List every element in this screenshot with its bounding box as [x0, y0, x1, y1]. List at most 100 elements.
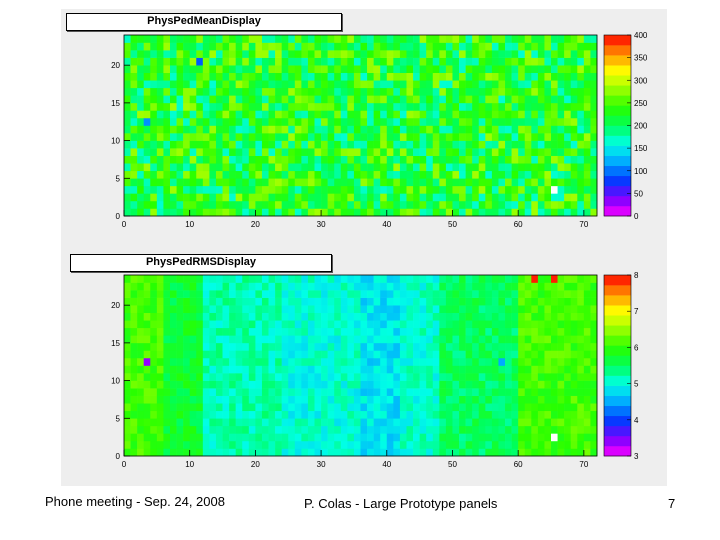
heatmap-cell: [281, 440, 289, 449]
heatmap-cell: [321, 327, 328, 336]
heatmap-cell: [248, 87, 256, 96]
heatmap-cell: [209, 373, 217, 381]
heatmap-cell: [268, 373, 276, 381]
heatmap-cell: [215, 433, 223, 442]
heatmap-cell: [189, 425, 197, 434]
heatmap-cell: [459, 365, 466, 374]
heatmap-cell: [124, 50, 131, 58]
heatmap-cell: [307, 50, 315, 58]
heatmap-cell: [353, 208, 361, 217]
heatmap-cell: [577, 110, 585, 119]
heatmap-cell: [426, 312, 434, 321]
heatmap-cell: [275, 350, 282, 359]
heatmap-cell: [393, 275, 401, 283]
heatmap-cell: [367, 373, 374, 381]
heatmap-cell: [130, 440, 138, 449]
heatmap-cell: [577, 65, 585, 74]
heatmap-cell: [367, 95, 374, 104]
heatmap-cell: [261, 335, 269, 344]
heatmap-cell: [235, 357, 243, 366]
heatmap-cell: [189, 148, 197, 156]
heatmap-cell: [557, 193, 565, 202]
heatmap-cell: [426, 42, 434, 51]
heatmap-cell: [183, 102, 190, 111]
heatmap-cell: [209, 357, 217, 366]
heatmap-cell: [406, 373, 414, 381]
heatmap-cell: [564, 403, 572, 412]
heatmap-cell: [169, 395, 177, 404]
heatmap-cell: [564, 117, 572, 126]
heatmap-cell: [518, 193, 526, 202]
heatmap-cell: [143, 320, 151, 329]
heatmap-cell: [143, 133, 151, 141]
heatmap-cell: [445, 35, 453, 43]
heatmap-cell: [288, 395, 296, 404]
heatmap-cell: [445, 125, 453, 134]
heatmap-cell: [235, 418, 243, 427]
heatmap-cell: [426, 200, 434, 209]
heatmap-cell: [551, 275, 558, 283]
heatmap-cell: [248, 65, 256, 74]
heatmap-cell: [150, 350, 158, 359]
heatmap-cell: [439, 410, 447, 419]
heatmap-cell: [472, 148, 480, 156]
heatmap-cell: [426, 350, 434, 359]
heatmap-cell: [196, 133, 204, 141]
heatmap-cell: [577, 102, 585, 111]
heatmap-cell: [393, 282, 401, 291]
heatmap-cell: [215, 50, 223, 58]
heatmap-cell: [537, 155, 545, 164]
heatmap-cell: [478, 403, 486, 412]
heatmap-cell: [399, 380, 407, 389]
heatmap-cell: [268, 178, 276, 187]
heatmap-cell: [196, 388, 204, 396]
heatmap-cell: [314, 297, 322, 306]
heatmap-cell: [130, 290, 138, 298]
heatmap-cell: [564, 110, 572, 119]
heatmap-cell: [222, 193, 230, 202]
heatmap-cell: [445, 410, 453, 419]
heatmap-cell: [426, 380, 434, 389]
heatmap-cell: [196, 178, 204, 187]
heatmap-cell: [498, 117, 506, 126]
heatmap-cell: [399, 125, 407, 134]
heatmap-cell: [248, 42, 256, 51]
heatmap-cell: [537, 290, 545, 298]
heatmap-cell: [577, 148, 585, 156]
heatmap-cell: [156, 327, 164, 336]
heatmap-cell: [183, 297, 190, 306]
heatmap-cell: [156, 312, 164, 321]
heatmap-cell: [360, 425, 368, 434]
heatmap-cell: [353, 448, 361, 457]
heatmap-cell: [445, 290, 453, 298]
heatmap-cell: [551, 305, 558, 314]
heatmap-cell: [242, 403, 250, 412]
heatmap-cell: [321, 312, 328, 321]
heatmap-cell: [380, 388, 388, 396]
heatmap-cell: [439, 448, 447, 457]
heatmap-cell: [321, 193, 328, 202]
heatmap-cell: [268, 297, 276, 306]
heatmap-cell: [432, 65, 440, 74]
heatmap-cell: [452, 448, 460, 457]
heatmap-cell: [406, 440, 414, 449]
heatmap-cell: [505, 290, 512, 298]
heatmap-cell: [176, 42, 184, 51]
heatmap-cell: [426, 320, 434, 329]
heatmap-cell: [268, 35, 276, 43]
heatmap-cell: [288, 410, 296, 419]
heatmap-cell: [163, 425, 171, 434]
heatmap-cell: [491, 275, 499, 283]
heatmap-cell: [196, 403, 204, 412]
heatmap-cell: [472, 418, 480, 427]
heatmap-cell: [242, 410, 250, 419]
heatmap-cell: [472, 425, 480, 434]
heatmap-cell: [367, 342, 374, 351]
heatmap-cell: [531, 155, 539, 164]
heatmap-cell: [524, 125, 532, 134]
heatmap-cell: [445, 208, 453, 217]
heatmap-cell: [472, 72, 480, 81]
heatmap-cell: [491, 163, 499, 172]
heatmap-cell: [380, 320, 388, 329]
